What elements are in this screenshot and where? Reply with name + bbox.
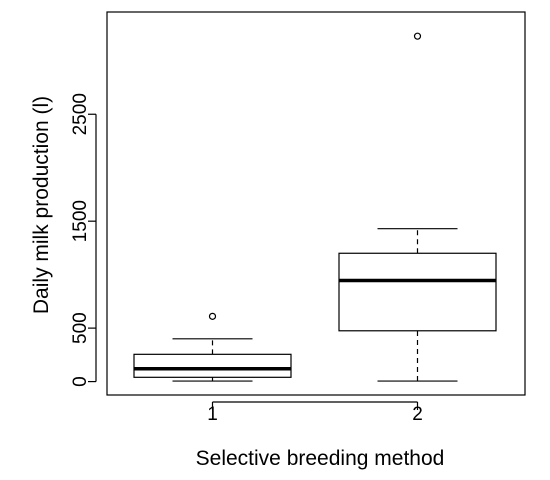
y-tick-label: 500 xyxy=(70,312,91,344)
x-tick-label: 1 xyxy=(207,404,218,425)
y-tick-label: 0 xyxy=(70,376,91,387)
outlier-point xyxy=(208,312,217,320)
box-series xyxy=(133,32,497,382)
y-axis: 0 500 1500 2500 xyxy=(70,93,97,387)
y-tick-label: 2500 xyxy=(70,93,91,135)
iqr-box xyxy=(133,353,292,378)
y-tick-label: 1500 xyxy=(70,200,91,242)
outlier-point xyxy=(413,32,422,40)
box-2 xyxy=(338,32,497,382)
iqr-box xyxy=(338,252,497,332)
y-axis-label: Daily milk production (l) xyxy=(30,96,53,314)
plot-frame xyxy=(106,11,526,396)
x-tick-label: 2 xyxy=(412,404,423,425)
x-axis-label: Selective breeding method xyxy=(196,447,445,470)
box-1 xyxy=(133,312,292,382)
